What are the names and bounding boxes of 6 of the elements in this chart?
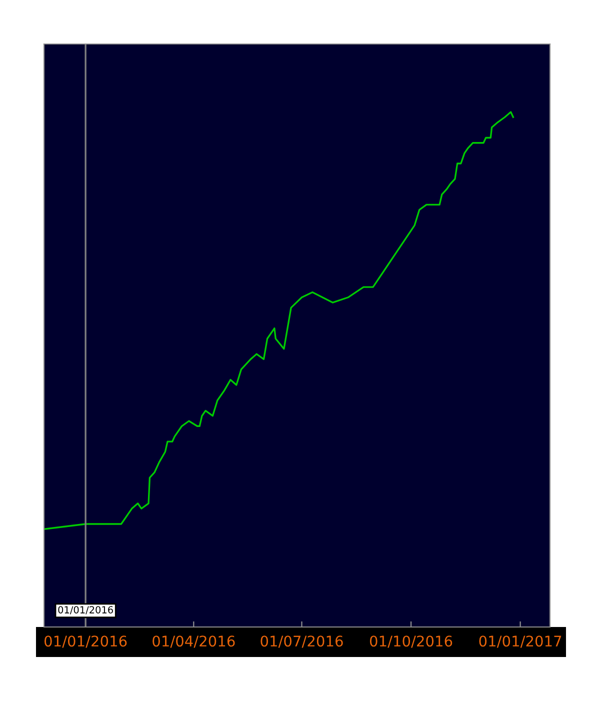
x-tick-label: 01/07/2016 [260, 636, 343, 648]
x-tick-label: 01/10/2016 [370, 636, 452, 648]
ref-line-label: 01/01/2016 [58, 606, 113, 614]
x-tick-label: 01/04/2016 [152, 636, 235, 648]
x-tick-label: 01/01/2017 [479, 636, 562, 648]
x-tick-label: 01/01/2016 [44, 636, 127, 648]
